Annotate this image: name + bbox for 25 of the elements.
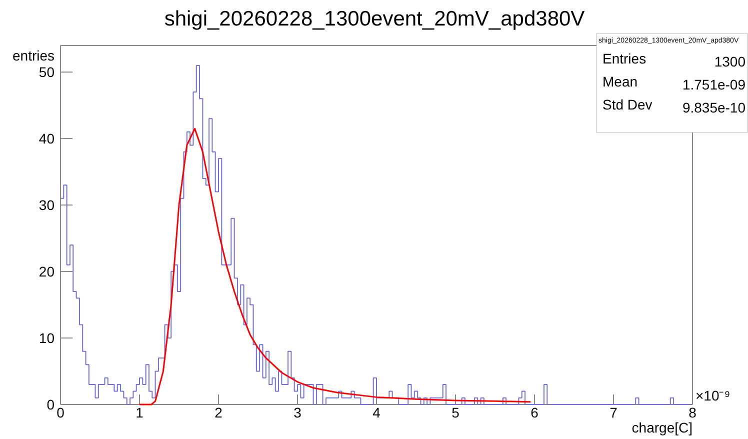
- annotation: Entries: [602, 50, 646, 66]
- x-tick-label: 5: [452, 404, 460, 420]
- text: 1300: [714, 54, 746, 70]
- y-tick-label: 10: [38, 330, 55, 346]
- y-tick-label: 20: [38, 264, 55, 280]
- x-tick-label: 3: [294, 404, 302, 420]
- x-tick-label: 1: [136, 404, 144, 420]
- x-tick-label: 6: [530, 404, 539, 420]
- y-tick-label: 30: [38, 197, 55, 214]
- y-tick-label: 50: [38, 64, 55, 80]
- chart-title: shigi_20260228_1300event_20mV_apd380V: [164, 8, 585, 30]
- annotation: Std Dev: [602, 96, 652, 112]
- x-tick-label: 0: [56, 404, 65, 420]
- line-series: [138, 128, 532, 406]
- y-axis-title: entries: [12, 48, 55, 64]
- x-tick-label: 4: [372, 404, 381, 420]
- annotation: Mean: [602, 74, 638, 90]
- x-axis-title: charge[C]: [632, 420, 693, 436]
- x-tick-label: 7: [610, 404, 618, 420]
- text: ×10⁻⁹: [696, 388, 730, 404]
- x-tick-label: 8: [688, 404, 697, 420]
- y-tick-label: 40: [38, 130, 55, 147]
- annotation: 1.751e-09: [682, 76, 746, 92]
- x-tick-label: 2: [214, 404, 223, 420]
- annotation: 9.835e-10: [682, 100, 746, 116]
